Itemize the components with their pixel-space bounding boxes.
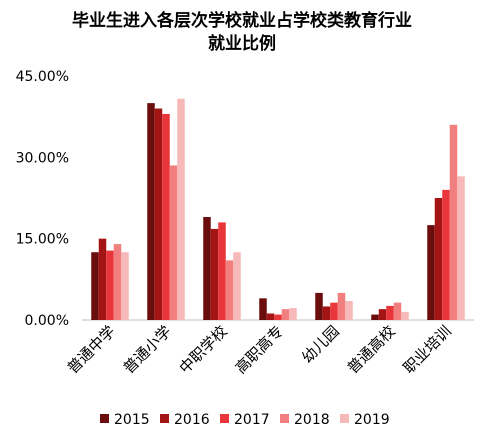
y-tick-label: 30.00% [16, 150, 69, 166]
bar [210, 228, 219, 320]
bar [147, 103, 155, 320]
bar [315, 292, 323, 320]
bar [259, 298, 267, 320]
bar [449, 124, 458, 320]
x-tick-label: 普通高校 [344, 322, 399, 377]
bar [393, 302, 402, 320]
bar [434, 198, 443, 320]
bar [98, 238, 107, 320]
x-tick-label: 普通中学 [64, 322, 119, 377]
plot-area: 0.00% 15.00% 30.00% 45.00% 普通中学 普通小学 中职学校 高职高专幼… [16, 69, 474, 377]
legend-label: 2015 [114, 412, 150, 428]
legend-swatch [160, 414, 169, 423]
bar [203, 216, 211, 320]
bar [378, 309, 387, 320]
legend-label: 2019 [354, 412, 390, 428]
bar [289, 308, 297, 320]
bar [266, 313, 275, 320]
bar [91, 252, 99, 320]
bar [345, 301, 353, 320]
x-tick-label: 职业培训 [400, 322, 455, 377]
bar [442, 189, 450, 320]
bar [322, 306, 331, 320]
x-tick-label: 幼儿园 [298, 322, 343, 367]
bar [106, 250, 114, 320]
chart-title-line-1: 毕业生进入各层次学校就业占学校类教育行业 [72, 10, 412, 31]
legend-swatch [220, 414, 229, 423]
legend: 2015 2016 2017 2018 2019 [100, 412, 390, 428]
legend-label: 2018 [294, 412, 330, 428]
bar [169, 165, 178, 320]
y-tick-label: 45.00% [16, 69, 69, 85]
bar [457, 176, 465, 320]
x-tick-label: 高职高专 [232, 322, 287, 377]
bar [233, 252, 241, 320]
bar [386, 305, 394, 320]
bar [337, 292, 346, 320]
bar [427, 225, 435, 320]
y-tick-label: 15.00% [16, 232, 69, 248]
bar [154, 108, 163, 321]
x-tick-label: 中职学校 [176, 322, 231, 377]
bar [281, 309, 290, 320]
bar [330, 302, 338, 320]
legend-swatch [340, 414, 349, 423]
bar [113, 244, 122, 320]
bar [177, 98, 185, 320]
bar [371, 314, 379, 320]
legend-label: 2016 [174, 412, 210, 428]
legend-label: 2017 [234, 412, 270, 428]
legend-swatch [280, 414, 289, 423]
bar [274, 314, 282, 320]
bar [225, 260, 234, 320]
x-tick-label: 普通小学 [120, 322, 175, 377]
y-tick-label: 0.00% [25, 313, 69, 329]
bar [121, 252, 129, 320]
legend-swatch [100, 414, 109, 423]
bar [218, 222, 226, 320]
chart-title-line-2: 就业比例 [208, 33, 276, 54]
bar [401, 311, 409, 320]
bar [162, 113, 170, 320]
